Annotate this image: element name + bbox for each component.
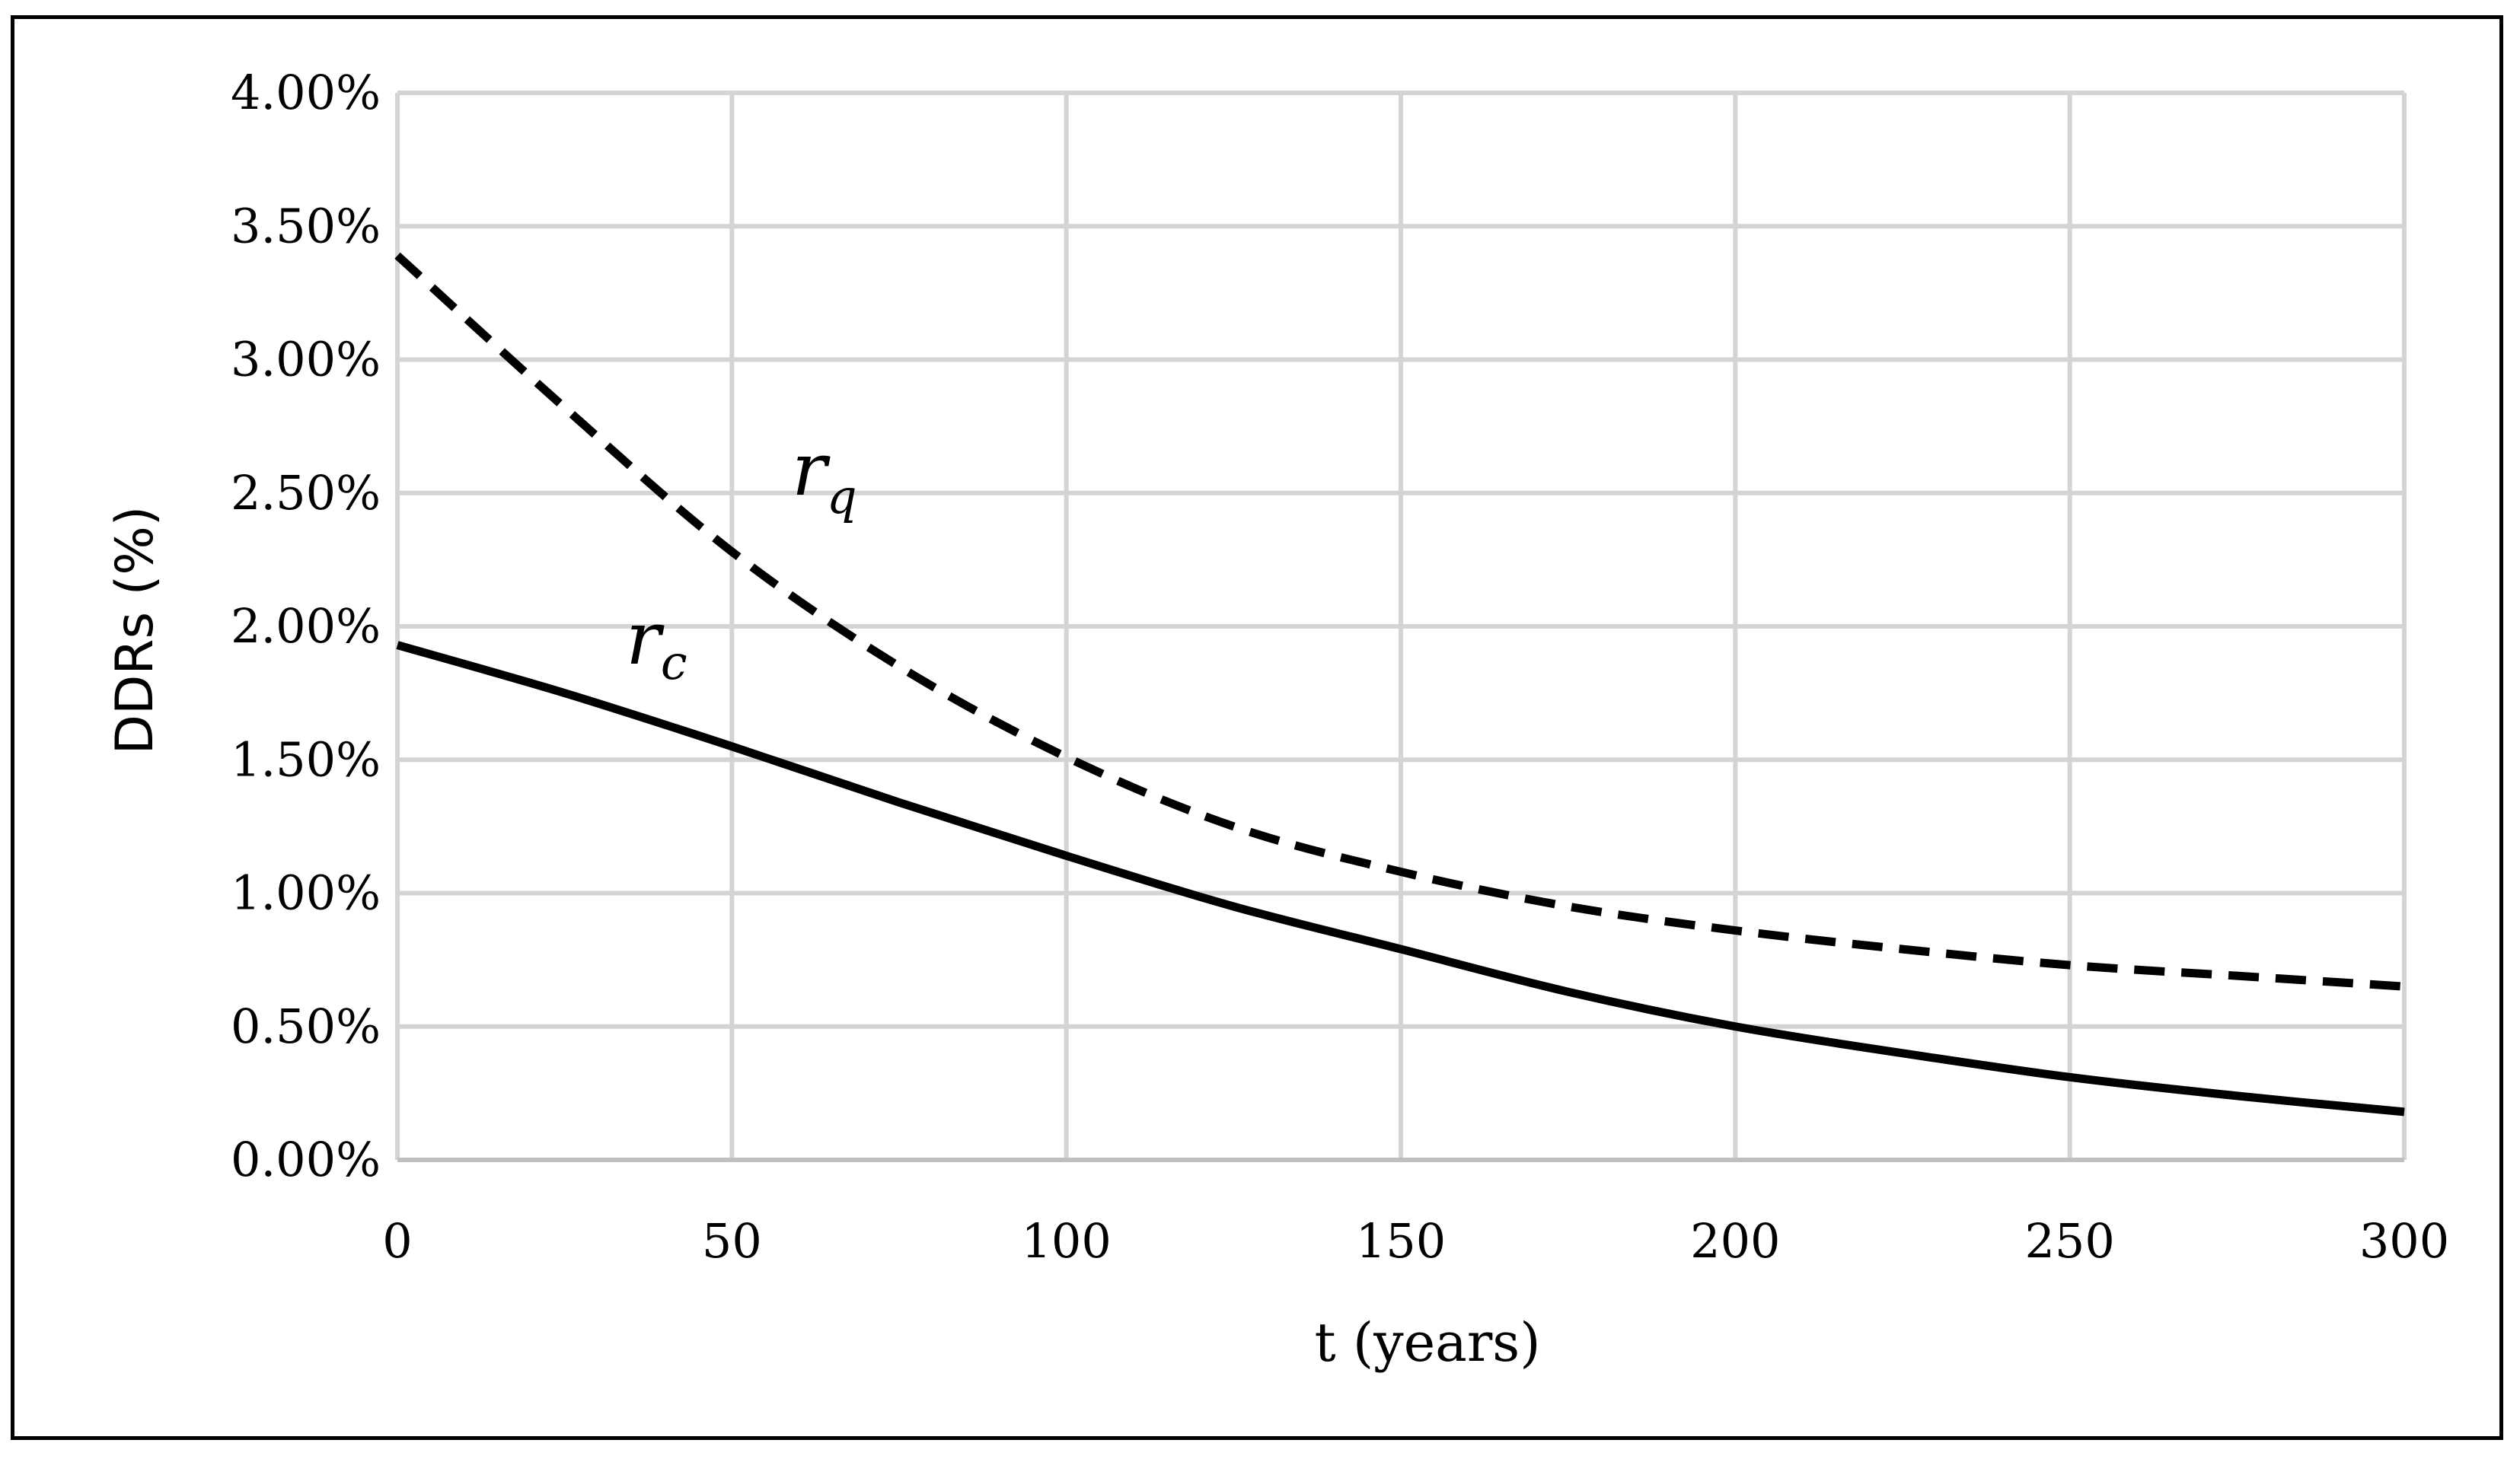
series-label-rq: rq [792,427,857,524]
x-axis-title: t (years) [1314,1311,1540,1374]
series-label-rc-sub: c [661,635,687,690]
series [394,252,2405,1117]
series-line-rq [394,252,2405,991]
chart-frame [11,15,2503,1440]
x-tick-label: 300 [2359,1213,2449,1269]
series-label-rc: rc [626,596,687,690]
y-tick-label: 2.00% [231,598,381,654]
y-tick-label: 0.50% [231,999,381,1054]
y-tick-label: 4.00% [231,65,381,120]
x-tick-label: 0 [382,1213,412,1269]
series-label-rc-main: r [626,596,665,681]
x-tick-label: 50 [702,1213,762,1269]
tick-labels: 0.00% 0.50% 1.00% 1.50% 2.00% 2.50% 3.00% 3.50%… [231,65,2449,1269]
x-tick-label: 250 [2024,1213,2114,1269]
series-label-rq-main: r [792,427,831,512]
x-tick-label: 150 [1356,1213,1446,1269]
y-axis-title: DDRs (%) [105,506,165,755]
y-tick-label: 1.50% [231,731,381,787]
series-line-rc [396,641,2405,1117]
x-tick-label: 100 [1021,1213,1111,1269]
y-tick-label: 0.00% [231,1132,381,1187]
x-tick-label: 200 [1690,1213,1780,1269]
y-tick-label: 2.50% [231,465,381,521]
gridlines [395,91,2407,1162]
series-label-rq-sub: q [827,469,857,524]
y-tick-label: 1.00% [231,865,381,921]
y-tick-label: 3.50% [231,198,381,253]
y-tick-label: 3.00% [231,332,381,387]
